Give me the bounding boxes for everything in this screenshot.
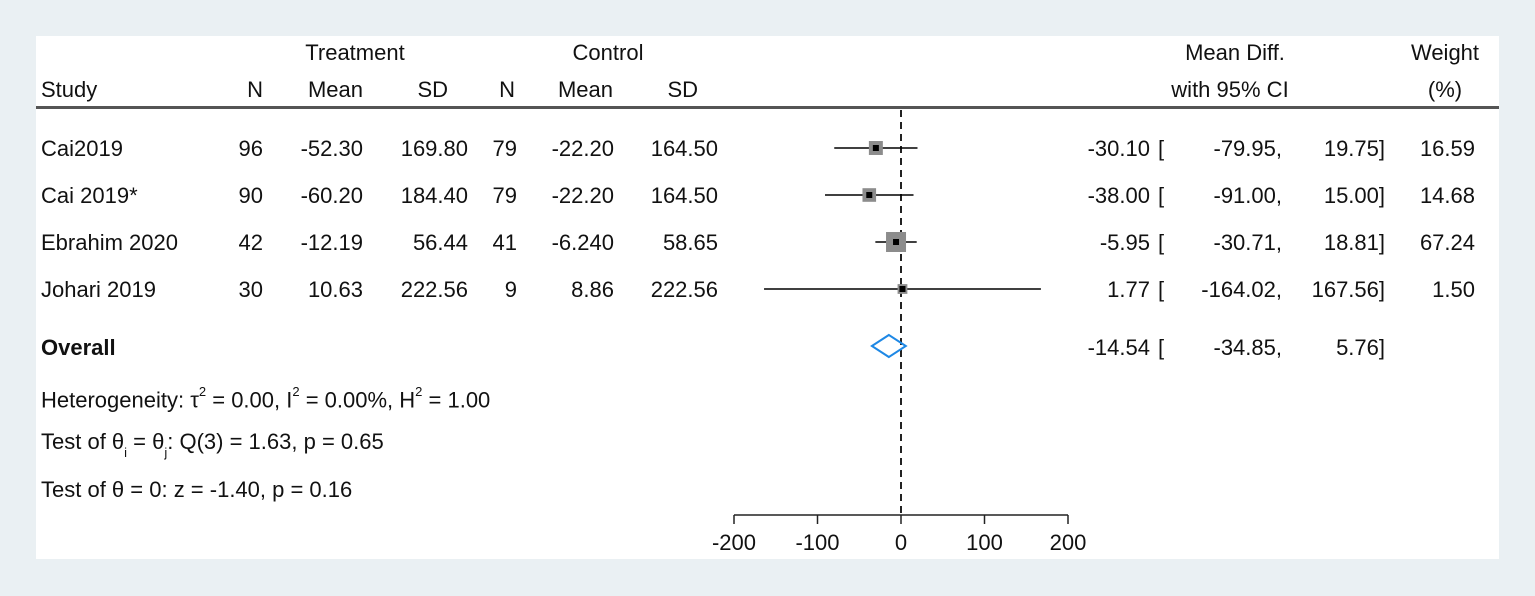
study-point-estimate [866,192,873,198]
t-mean: -52.30 [300,136,363,161]
c-sd: 164.50 [650,136,718,161]
ci-upper: 167.56] [1311,277,1385,302]
study-point-estimate [899,286,906,292]
t-sd: 169.80 [400,136,468,161]
t-n: 90 [238,183,263,208]
t-n: 30 [238,277,263,302]
study-name: Cai2019 [41,136,123,161]
c-n: 41 [492,230,517,255]
header-treatment: Treatment [305,40,405,65]
ci-lower: -79.95, [1213,136,1283,161]
study-name: Ebrahim 2020 [41,230,178,255]
t-sd: 222.56 [400,277,468,302]
header-t-n: N [247,77,263,102]
overall-ci-bracket: [ [1158,335,1165,360]
c-mean: 8.86 [571,277,614,302]
header-t-mean: Mean [307,77,363,102]
overall-ci-lower: -34.85, [1213,335,1283,360]
mean-diff: -5.95 [1099,230,1150,255]
header-with-ci: with 95% CI [1171,77,1289,102]
heterogeneity-line: Heterogeneity: τ2 = 0.00, I2 = 0.00%, H2… [41,384,491,413]
header-rule [36,106,1499,109]
t-n: 96 [238,136,263,161]
weight: 16.59 [1419,136,1475,161]
x-axis-tick-label: 200 [1050,530,1087,555]
weight: 67.24 [1419,230,1475,255]
x-axis-tick-label: -100 [795,530,839,555]
x-axis-tick-label: 0 [895,530,907,555]
t-mean: -60.20 [300,183,363,208]
ci-upper: 18.81] [1323,230,1385,255]
ci-bracket: [ [1158,136,1165,161]
mean-diff: -30.10 [1087,136,1150,161]
weight: 1.50 [1432,277,1475,302]
ci-upper: 19.75] [1323,136,1385,161]
study-name: Cai 2019* [41,183,138,208]
header-c-n: N [499,77,515,102]
study-point-estimate [872,145,879,151]
c-n: 79 [492,183,517,208]
header-weight: Weight [1410,40,1480,65]
c-mean: -22.20 [551,136,614,161]
header-control: Control [572,40,644,65]
mean-diff: 1.77 [1107,277,1150,302]
x-axis-tick-label: -200 [712,530,756,555]
header-c-mean: Mean [557,77,613,102]
ci-bracket: [ [1158,277,1165,302]
test-homogeneity-line: Test of θi = θj: Q(3) = 1.63, p = 0.65 [41,429,384,461]
ci-lower: -91.00, [1213,183,1283,208]
test-effect-line: Test of θ = 0: z = -1.40, p = 0.16 [41,477,353,502]
t-sd: 56.44 [412,230,468,255]
ci-lower: -30.71, [1213,230,1283,255]
header-t-sd: SD [417,77,448,102]
ci-upper: 15.00] [1323,183,1385,208]
c-sd: 222.56 [650,277,718,302]
c-sd: 58.65 [662,230,718,255]
study-point-estimate [893,239,900,245]
ci-bracket: [ [1158,183,1165,208]
forest-plot-panel [36,36,1499,559]
header-mean-diff: Mean Diff. [1185,40,1285,65]
c-sd: 164.50 [650,183,718,208]
overall-label: Overall [41,335,116,360]
c-n: 79 [492,136,517,161]
c-mean: -6.240 [551,230,614,255]
x-axis-tick-label: 100 [966,530,1003,555]
header-c-sd: SD [667,77,698,102]
overall-mean-diff: -14.54 [1087,335,1150,360]
t-sd: 184.40 [400,183,468,208]
t-n: 42 [238,230,263,255]
header-study: Study [41,77,98,102]
mean-diff: -38.00 [1087,183,1150,208]
c-mean: -22.20 [551,183,614,208]
c-n: 9 [504,277,517,302]
t-mean: -12.19 [300,230,363,255]
t-mean: 10.63 [307,277,363,302]
ci-bracket: [ [1158,230,1165,255]
header-pct: (%) [1427,77,1463,102]
weight: 14.68 [1419,183,1475,208]
overall-diamond [870,333,908,359]
overall-ci-upper: 5.76] [1336,335,1385,360]
study-name: Johari 2019 [41,277,156,302]
ci-lower: -164.02, [1201,277,1282,302]
